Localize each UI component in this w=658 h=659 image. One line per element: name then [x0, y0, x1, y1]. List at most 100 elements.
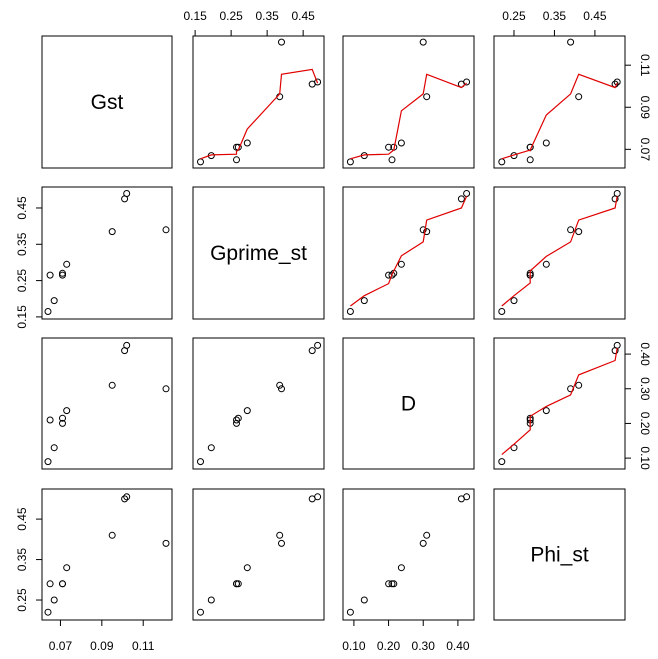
tick-label: 0.30	[638, 377, 652, 401]
tick-label: 0.07	[638, 138, 652, 162]
data-point	[278, 38, 285, 46]
data-point	[233, 156, 240, 164]
data-point	[567, 38, 575, 46]
data-point	[498, 308, 506, 315]
data-point	[123, 190, 131, 197]
data-point	[162, 539, 170, 547]
y-axis-left-phi-st: 0.25 0.35 0.45	[15, 507, 43, 612]
data-point	[197, 158, 204, 166]
tick-label: 0.07	[49, 639, 73, 653]
x-axis-bottom-d: 0.10 0.20 0.30 0.40	[342, 619, 470, 653]
tick-label: 0.20	[377, 639, 401, 653]
data-point	[510, 297, 518, 305]
data-point	[46, 271, 54, 279]
panel-frame	[41, 488, 173, 621]
data-point	[567, 226, 575, 234]
tick-label: 0.40	[638, 342, 652, 366]
data-point	[108, 381, 116, 389]
tick-label: 0.45	[583, 9, 607, 23]
panel-d-vs-gprime-st	[192, 337, 325, 470]
data-point	[63, 564, 71, 572]
data-point	[360, 596, 368, 604]
data-point	[346, 308, 354, 315]
panel-gst-vs-gprime-st	[192, 35, 325, 169]
tick-label: 0.35	[15, 232, 29, 256]
panel-phi-st-vs-d	[342, 488, 475, 621]
tick-label: 0.11	[132, 639, 155, 653]
panel-frame	[41, 337, 173, 470]
data-point	[419, 38, 427, 46]
variable-label-phi-st: Phi_st	[530, 544, 589, 567]
data-point	[314, 78, 322, 86]
variable-label-gst: Gst	[91, 91, 124, 114]
tick-label: 0.25	[219, 9, 243, 23]
data-point	[123, 341, 131, 349]
data-point	[276, 381, 284, 389]
data-point	[276, 531, 284, 539]
data-point	[278, 539, 285, 547]
smoother-line	[501, 73, 618, 160]
data-point	[542, 407, 550, 415]
panel-d-vs-phi-st	[493, 337, 626, 470]
data-point	[575, 228, 583, 236]
panel-frame	[342, 186, 475, 320]
data-point	[44, 308, 52, 315]
panel-gprime-st-vs-phi-st	[493, 186, 626, 320]
panel-frame	[192, 35, 325, 169]
data-point	[397, 564, 405, 572]
smoother-line	[350, 73, 467, 160]
data-point	[388, 580, 396, 588]
data-point	[397, 139, 405, 147]
data-point	[542, 139, 550, 147]
data-point	[243, 564, 251, 572]
tick-label: 0.11	[638, 54, 652, 77]
data-point	[423, 228, 431, 236]
data-point	[388, 156, 396, 164]
panel-frame	[342, 488, 475, 621]
data-point	[314, 341, 322, 349]
panel-frame	[192, 488, 325, 621]
data-point	[162, 226, 170, 234]
panel-d-vs-d: D	[342, 337, 475, 470]
data-point	[234, 414, 242, 422]
panel-frame	[493, 337, 626, 470]
data-point	[233, 416, 240, 424]
data-point	[197, 608, 204, 616]
panel-frame	[342, 337, 475, 470]
tick-label: 0.35	[543, 9, 567, 23]
data-point	[385, 143, 393, 151]
data-point	[575, 93, 583, 101]
panel-frame	[192, 337, 325, 470]
data-point	[385, 580, 393, 588]
data-point	[123, 493, 131, 501]
data-point	[121, 495, 129, 503]
data-point	[50, 444, 58, 452]
panel-frame	[493, 35, 626, 169]
panel-frame	[192, 186, 325, 320]
tick-label: 0.40	[446, 639, 470, 653]
data-point	[463, 78, 471, 86]
data-point	[50, 596, 58, 604]
tick-label: 0.45	[15, 196, 29, 220]
panel-gst-vs-d	[342, 35, 475, 169]
data-point	[108, 228, 116, 236]
panel-frame	[493, 488, 626, 621]
y-axis-left-gprime-st: 0.15 0.25 0.35 0.45	[15, 196, 43, 329]
panel-gprime-st-vs-d	[342, 186, 475, 320]
data-point	[233, 580, 240, 588]
tick-label: 0.10	[342, 639, 366, 653]
data-point	[613, 341, 621, 349]
data-point	[59, 414, 66, 422]
tick-label: 0.30	[412, 639, 436, 653]
data-point	[397, 260, 405, 268]
data-point	[108, 531, 116, 539]
tick-label: 0.35	[255, 9, 279, 23]
data-point	[46, 416, 54, 424]
data-point	[463, 190, 471, 197]
data-point	[498, 158, 506, 166]
data-point	[63, 260, 71, 268]
y-axis-right-gst: 0.07 0.09 0.11	[624, 54, 652, 162]
data-point	[197, 458, 204, 466]
tick-label: 0.10	[638, 446, 652, 470]
